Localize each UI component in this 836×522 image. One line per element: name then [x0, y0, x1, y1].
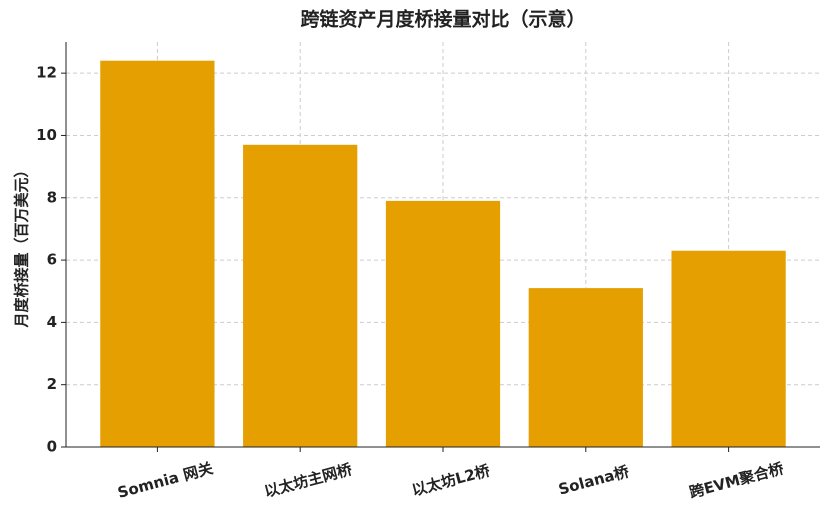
bar: [671, 250, 786, 447]
y-tick-label: 6: [47, 251, 57, 269]
bar: [100, 60, 215, 447]
y-tick-label: 12: [36, 64, 57, 82]
y-tick-label: 4: [47, 313, 57, 331]
bar: [243, 144, 358, 448]
x-tick-label: 以太坊主网桥: [262, 460, 355, 501]
y-axis-label: 月度桥接量（百万美元）: [13, 162, 31, 328]
x-tick-label: Solana桥: [556, 462, 631, 498]
x-tick-label: 以太坊L2桥: [410, 461, 493, 499]
bar: [385, 200, 501, 447]
y-tick-label: 2: [47, 375, 57, 393]
y-tick-label: 10: [36, 126, 57, 144]
x-tick-label: Somnia 网关: [116, 459, 215, 502]
chart-title: 跨链资产月度桥接量对比（示意）: [300, 8, 585, 31]
x-tick-label: 跨EVM聚合桥: [687, 459, 786, 502]
y-tick-label: 0: [47, 438, 57, 456]
y-tick-label: 8: [47, 188, 57, 206]
bar: [528, 288, 643, 447]
